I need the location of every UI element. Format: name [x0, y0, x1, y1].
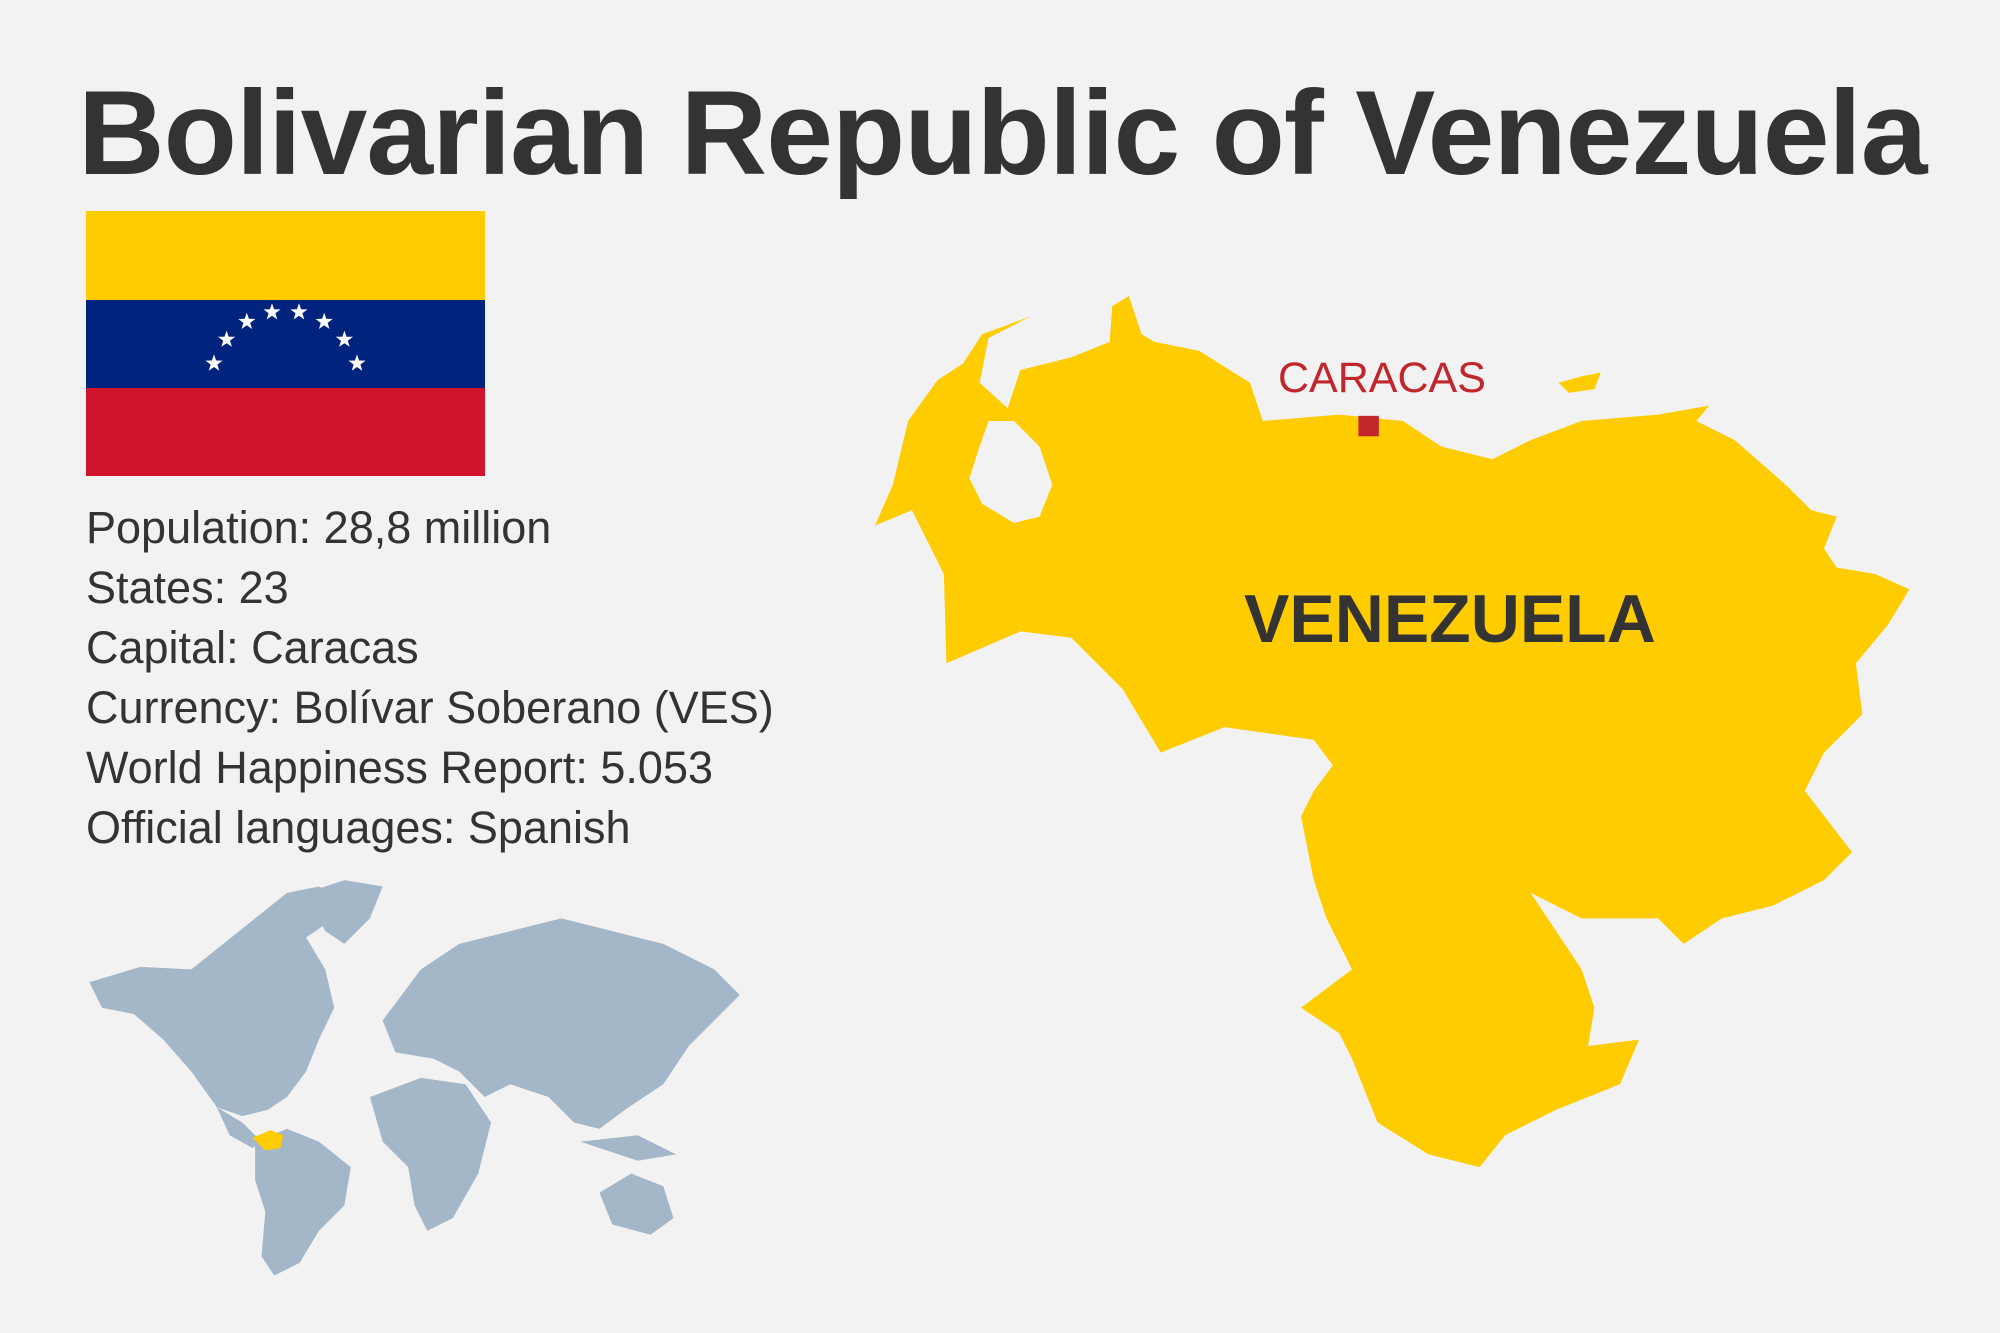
flag-red-stripe: [86, 388, 485, 476]
venezuela-highlight: [252, 1130, 284, 1151]
page-title: Bolivarian Republic of Venezuela: [78, 66, 1928, 200]
flag-blue-stripe: [86, 300, 485, 388]
venezuela-shape: [875, 295, 1910, 1168]
world-map: [89, 880, 740, 1276]
star-icon: [348, 354, 366, 371]
flag-stars: [205, 303, 366, 371]
africa: [369, 1077, 492, 1231]
states-fact: States: 23: [86, 562, 289, 613]
star-icon: [335, 330, 353, 347]
star-icon: [205, 354, 223, 371]
margarita-island: [1558, 372, 1601, 393]
flag-yellow-stripe: [86, 211, 485, 300]
lake-maracaibo: [969, 420, 1053, 524]
caracas-marker: [1358, 415, 1379, 437]
europe-asia: [382, 918, 740, 1129]
central-america: [216, 1107, 262, 1149]
currency-fact: Currency: Bolívar Soberano (VES): [86, 682, 774, 733]
languages-fact: Official languages: Spanish: [86, 802, 631, 853]
venezuela-flag: [86, 211, 485, 476]
star-icon: [238, 312, 256, 329]
south-america: [255, 1128, 351, 1276]
population-fact: Population: 28,8 million: [86, 502, 552, 553]
venezuela-map: [875, 295, 1910, 1168]
capital-fact: Capital: Caracas: [86, 622, 419, 673]
australia: [599, 1173, 674, 1235]
country-facts: Population: 28,8 million States: 23 Capi…: [86, 498, 774, 858]
greenland: [306, 880, 383, 944]
north-america: [89, 886, 345, 1117]
indonesia: [580, 1135, 677, 1161]
star-icon: [290, 303, 308, 320]
star-icon: [315, 312, 333, 329]
happiness-fact: World Happiness Report: 5.053: [86, 742, 714, 793]
capital-label: CARACAS: [1278, 354, 1486, 402]
country-label: VENEZUELA: [1244, 581, 1656, 657]
star-icon: [218, 330, 236, 347]
star-icon: [263, 303, 281, 320]
